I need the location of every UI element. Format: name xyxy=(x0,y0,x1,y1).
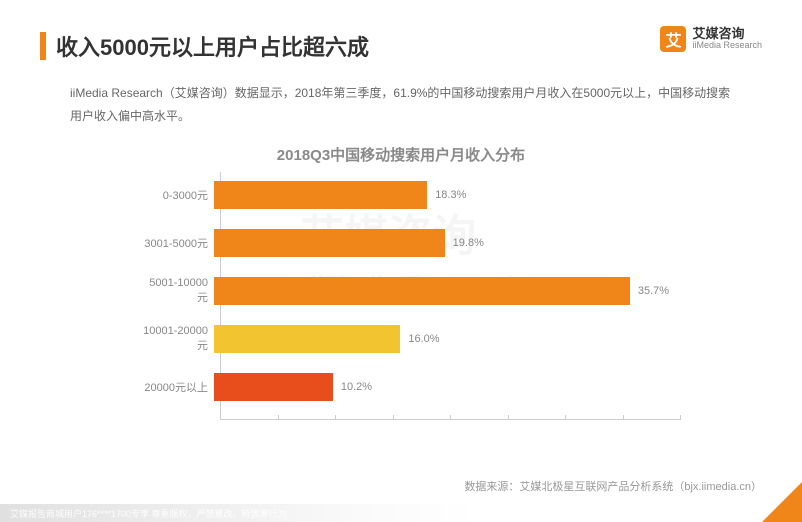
axis-tick xyxy=(623,415,624,420)
axis-tick xyxy=(680,415,681,420)
brand-logo: 艾 艾媒咨询 iiMedia Research xyxy=(660,26,762,52)
bar-value-label: 18.3% xyxy=(435,189,466,201)
bar-category-label: 20000元以上 xyxy=(140,379,214,395)
axis-tick xyxy=(450,415,451,420)
corner-accent-icon xyxy=(762,482,802,522)
bar-track: 16.0% xyxy=(214,325,680,353)
bar-track: 35.7% xyxy=(214,277,680,305)
axis-tick xyxy=(335,415,336,420)
bar-fill xyxy=(214,229,445,257)
bar-fill xyxy=(214,277,630,305)
axis-tick xyxy=(565,415,566,420)
bar-value-label: 16.0% xyxy=(408,333,439,345)
data-source-text: 数据来源：艾媒北极星互联网产品分析系统（bjx.iimedia.cn） xyxy=(464,478,762,494)
chart-title: 2018Q3中国移动搜索用户月收入分布 xyxy=(0,144,802,165)
axis-tick xyxy=(220,415,221,420)
page-title: 收入5000元以上用户占比超六成 xyxy=(56,30,369,62)
logo-badge-icon: 艾 xyxy=(660,26,686,52)
bar-category-label: 0-3000元 xyxy=(140,187,214,203)
axis-tick xyxy=(508,415,509,420)
bar-fill xyxy=(214,181,427,209)
bar-row: 3001-5000元 19.8% xyxy=(140,228,680,258)
axis-tick xyxy=(278,415,279,420)
bar-fill xyxy=(214,325,400,353)
bar-track: 18.3% xyxy=(214,181,680,209)
title-accent-bar xyxy=(40,32,46,60)
logo-en: iiMedia Research xyxy=(692,41,762,51)
footer-disclaimer: 艾媒报告商城用户176****1700专享 尊重版权，严禁篡改、转售等行为 xyxy=(10,507,287,520)
bar-category-label: 5001-10000元 xyxy=(140,277,214,305)
bar-fill xyxy=(214,373,333,401)
bar-track: 10.2% xyxy=(214,373,680,401)
bar-value-label: 19.8% xyxy=(453,237,484,249)
axis-tick xyxy=(393,415,394,420)
bar-category-label: 3001-5000元 xyxy=(140,235,214,251)
description-text: iiMedia Research（艾媒咨询）数据显示，2018年第三季度，61.… xyxy=(70,82,732,128)
logo-cn: 艾媒咨询 xyxy=(692,27,762,41)
bar-row: 10001-20000元 16.0% xyxy=(140,324,680,354)
bar-track: 19.8% xyxy=(214,229,680,257)
bar-category-label: 10001-20000元 xyxy=(140,325,214,353)
bar-value-label: 10.2% xyxy=(341,381,372,393)
bar-row: 0-3000元 18.3% xyxy=(140,180,680,210)
bar-row: 5001-10000元 35.7% xyxy=(140,276,680,306)
bar-row: 20000元以上 10.2% xyxy=(140,372,680,402)
income-distribution-chart: 0-3000元 18.3% 3001-5000元 19.8% 5001-10000元 35… xyxy=(140,172,680,442)
bar-value-label: 35.7% xyxy=(638,285,669,297)
logo-text: 艾媒咨询 iiMedia Research xyxy=(692,27,762,51)
